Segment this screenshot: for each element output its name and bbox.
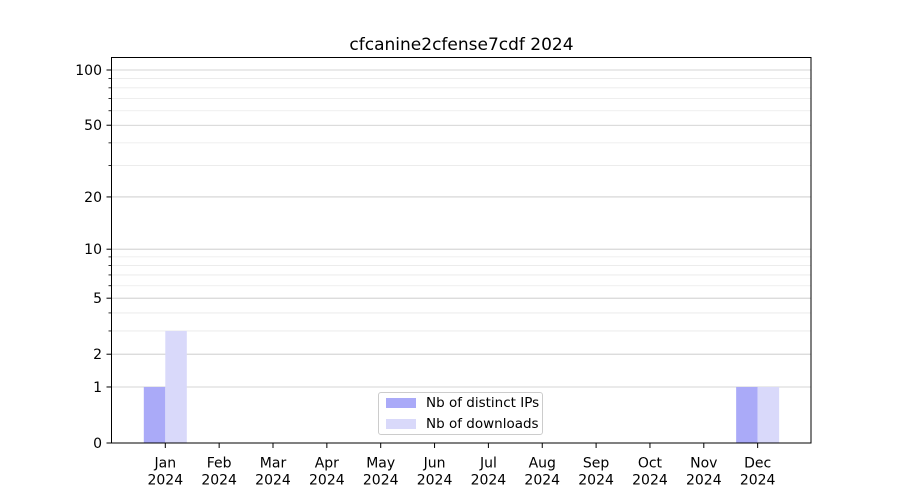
x-tick-label-year: 2024 — [524, 473, 560, 489]
y-tick-label: 5 — [93, 291, 102, 307]
x-tick-label-year: 2024 — [417, 473, 453, 489]
x-tick-label-year: 2024 — [578, 473, 614, 489]
x-tick-label-month: May — [366, 456, 395, 472]
y-tick-label: 100 — [75, 63, 102, 79]
legend-swatch-downloads — [386, 419, 416, 429]
x-tick-label-year: 2024 — [309, 473, 345, 489]
legend-swatch-distinct-ips — [386, 398, 416, 408]
x-tick-label-year: 2024 — [363, 473, 399, 489]
bar-distinct-ips-11 — [736, 386, 758, 443]
x-tick-label-month: Mar — [260, 456, 287, 472]
x-tick-label-month: Jul — [479, 456, 497, 472]
y-tick-label: 50 — [84, 118, 102, 134]
y-tick-label: 1 — [93, 380, 102, 396]
chart-legend: Nb of distinct IPs Nb of downloads — [378, 392, 543, 435]
x-tick-label-year: 2024 — [632, 473, 668, 489]
x-tick-label-year: 2024 — [201, 473, 237, 489]
bar-downloads-0 — [165, 330, 187, 443]
x-tick-label-month: Oct — [638, 456, 663, 472]
x-tick-label-month: Nov — [690, 456, 717, 472]
legend-label-downloads: Nb of downloads — [426, 416, 539, 432]
x-tick-label-year: 2024 — [147, 473, 183, 489]
x-tick-label-year: 2024 — [255, 473, 291, 489]
x-tick-label-year: 2024 — [471, 473, 507, 489]
legend-item: Nb of downloads — [386, 416, 539, 432]
y-tick-label: 2 — [93, 347, 102, 363]
y-tick-label: 0 — [93, 436, 102, 452]
y-tick-label: 20 — [84, 190, 102, 206]
x-tick-label-month: Dec — [744, 456, 771, 472]
bar-distinct-ips-0 — [143, 386, 166, 443]
x-tick-label-month: Sep — [583, 456, 610, 472]
x-tick-label-month: Apr — [315, 456, 339, 472]
bar-downloads-11 — [757, 386, 780, 443]
x-tick-label-month: Feb — [207, 456, 232, 472]
chart-title: cfcanine2cfense7cdf 2024 — [349, 35, 574, 55]
legend-label-distinct-ips: Nb of distinct IPs — [426, 395, 540, 411]
legend-item: Nb of distinct IPs — [386, 395, 539, 411]
x-tick-label-month: Aug — [529, 456, 556, 472]
x-tick-label-year: 2024 — [740, 473, 776, 489]
x-tick-label-year: 2024 — [686, 473, 722, 489]
axes-box — [111, 57, 812, 444]
x-tick-label-month: Jun — [423, 456, 446, 472]
x-tick-label-month: Jan — [154, 456, 177, 472]
y-tick-label: 10 — [84, 242, 102, 258]
